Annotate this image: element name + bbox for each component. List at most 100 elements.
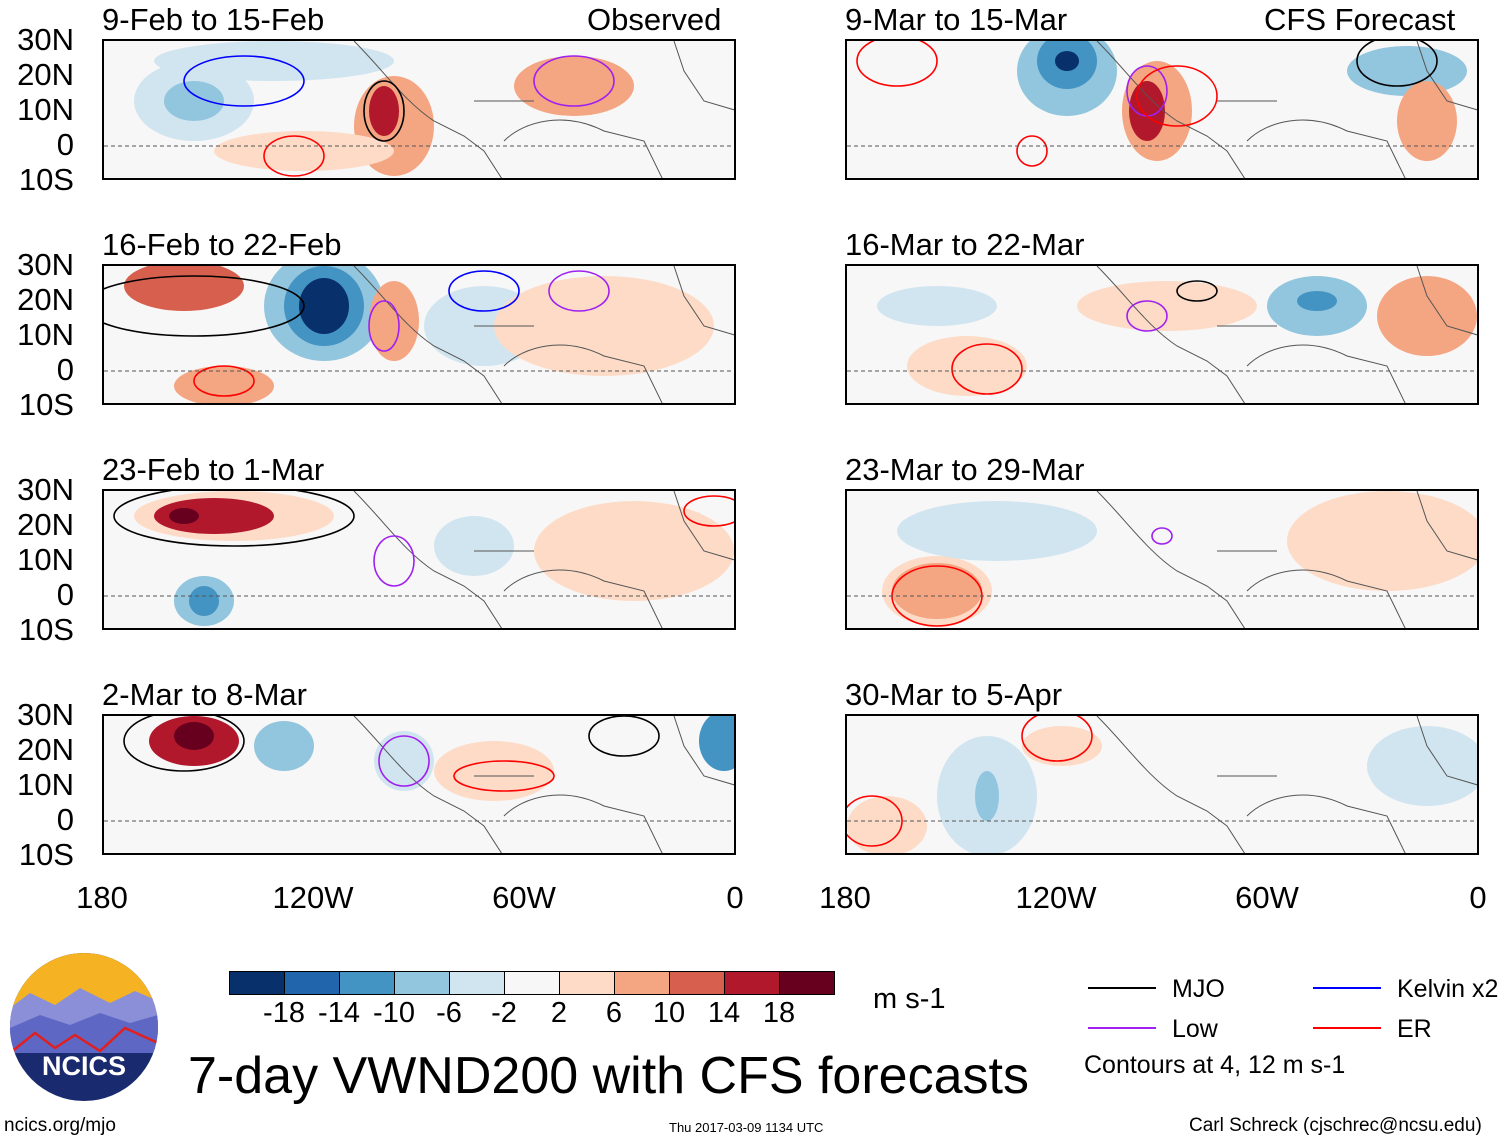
anomaly-shading [907,336,1027,396]
colorbar-level-label: -14 [318,997,360,1029]
map-panel [845,714,1479,855]
lon-tick-label: 120W [1015,880,1097,915]
lat-tick-label: 20N [17,282,74,317]
wave-contour [588,716,660,757]
lat-tick-label: 10N [17,92,74,127]
lon-tick-label: 0 [726,880,744,915]
legend-label: ER [1397,1015,1432,1043]
map-panel [102,264,736,405]
anomaly-shading [1297,291,1337,311]
anomaly-shading [174,366,274,403]
panel-date-range: 23-Mar to 29-Mar [845,452,1085,487]
observed-header: Observed [587,2,722,37]
panel-date-range: 16-Mar to 22-Mar [845,227,1085,262]
lon-tick-label: 180 [819,880,871,915]
colorbar-swatch [780,972,834,994]
coastline [1096,41,1477,178]
anomaly-shading [1397,81,1457,161]
wave-contour [448,270,520,312]
colorbar-level-label: -6 [436,997,462,1029]
lat-tick-label: 0 [56,352,74,387]
lat-tick-label: 10S [18,162,74,197]
anomaly-shading [877,286,997,326]
legend-line-er [1313,1027,1381,1029]
lat-tick-label: 30N [17,472,74,507]
map-panel [102,39,736,180]
wave-contour [548,270,610,312]
figure-title: 7-day VWND200 with CFS forecasts [188,1047,1029,1105]
coastline [1096,716,1477,853]
wave-contour [1356,41,1438,87]
legend-note: Contours at 4, 12 m s-1 [1084,1051,1346,1079]
wave-contour [183,55,305,107]
anomaly-shading [374,731,434,791]
panel-date-range: 9-Mar to 15-Mar [845,2,1068,37]
lat-tick-label: 10S [18,612,74,647]
anomaly-shading [164,81,224,121]
anomaly-shading [169,508,199,524]
anomaly-shading [494,276,714,376]
wave-contour [378,735,430,787]
anomaly-shading [299,278,349,334]
wave-contour [123,716,245,772]
lat-tick-label: 30N [17,22,74,57]
colorbar-swatch [230,972,285,994]
anomaly-shading [154,498,274,534]
anomaly-shading [174,722,214,750]
coastline [353,491,734,628]
anomaly-shading [892,563,982,619]
colorbar-swatch [505,972,560,994]
wave-contour [683,495,734,527]
anomaly-shading [434,516,514,576]
wave-contour [856,41,938,87]
colorbar-level-label: -18 [263,997,305,1029]
footer-timestamp: Thu 2017-03-09 1134 UTC [669,1120,824,1135]
coastline [353,41,734,178]
legend-label: Kelvin x2 [1397,975,1499,1003]
wave-contour [1151,527,1173,545]
wave-contour [363,80,405,142]
lon-tick-label: 60W [492,880,556,915]
legend-line-low [1088,1027,1156,1029]
anomaly-shading [1347,46,1467,96]
map-panel [845,489,1479,630]
wave-contour [193,365,255,397]
footer-author: Carl Schreck (cjschrec@ncsu.edu) [1189,1115,1482,1136]
legend-line-mjo [1088,987,1156,989]
colorbar-level-label: 10 [652,997,686,1029]
lon-tick-label: 180 [76,880,128,915]
lon-tick-label: 120W [272,880,354,915]
lat-tick-label: 10N [17,542,74,577]
map-panel [845,264,1479,405]
wave-contour [1176,280,1218,302]
colorbar-level-label: 6 [605,997,623,1029]
lat-tick-label: 10N [17,317,74,352]
lat-tick-label: 0 [56,127,74,162]
anomaly-shading [534,501,734,601]
anomaly-shading [514,56,634,116]
anomaly-shading [214,131,394,171]
wave-contour [373,535,415,587]
wave-contour [951,343,1023,395]
anomaly-shading [847,796,927,853]
map-panel [102,489,736,630]
colorbar-level-label: -10 [373,997,415,1029]
anomaly-shading [369,281,419,361]
anomaly-shading [975,771,999,821]
colorbar-swatch [670,972,725,994]
anomaly-shading [124,266,244,311]
lat-tick-label: 0 [56,577,74,612]
wave-contour [453,760,555,792]
anomaly-shading [154,41,394,81]
anomaly-shading [369,86,399,136]
colorbar [229,971,835,995]
anomaly-shading [1287,491,1477,591]
lat-tick-label: 0 [56,802,74,837]
footer-url[interactable]: ncics.org/mjo [4,1115,116,1136]
lat-tick-label: 10S [18,387,74,422]
lat-tick-label: 20N [17,507,74,542]
anomaly-shading [1377,276,1477,356]
wave-contour [104,275,305,337]
lat-tick-label: 10S [18,837,74,872]
wave-contour [1136,65,1218,127]
